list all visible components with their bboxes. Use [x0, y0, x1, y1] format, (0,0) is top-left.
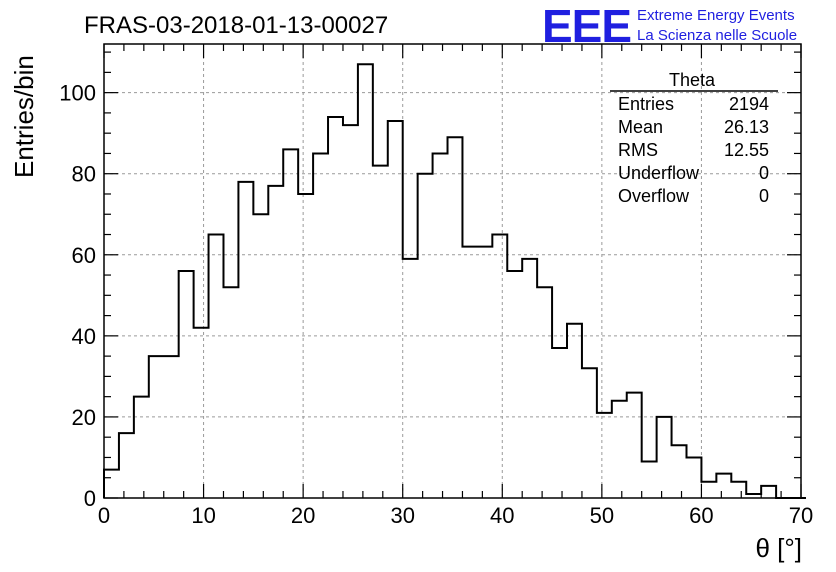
x-tick-label: 30	[390, 503, 414, 528]
axis-ticks	[103, 44, 802, 499]
x-tick-label: 70	[789, 503, 813, 528]
histogram-series	[103, 63, 806, 499]
x-tick-label: 0	[98, 503, 110, 528]
x-tick-label: 60	[689, 503, 713, 528]
histogram-bin	[104, 470, 119, 498]
histogram-bin	[672, 445, 687, 498]
stats-value: 0	[759, 186, 769, 206]
histogram-bin	[209, 235, 224, 498]
histogram-outline	[103, 63, 806, 499]
histogram-bin	[522, 259, 537, 498]
histogram-bin	[253, 214, 268, 498]
histogram-bin	[388, 121, 403, 498]
x-tick-label: 20	[291, 503, 315, 528]
histogram-bin	[686, 457, 701, 498]
stats-value: 0	[759, 163, 769, 183]
histogram-bin	[179, 271, 194, 498]
histogram-bin	[194, 328, 209, 498]
histogram-bin	[462, 247, 477, 498]
y-tick-label: 20	[72, 405, 96, 430]
histogram-bin	[298, 194, 313, 498]
histogram-bin	[149, 356, 164, 498]
histogram-bin	[552, 348, 567, 498]
histogram-bin	[119, 433, 134, 498]
y-tick-label: 40	[72, 324, 96, 349]
histogram-bin	[403, 259, 418, 498]
histogram-bin	[567, 324, 582, 498]
y-axis-label: Entries/bin	[9, 55, 39, 178]
stats-label: Overflow	[618, 186, 690, 206]
histogram-bin	[358, 64, 373, 498]
stats-rows: Entries 2194 Mean 26.13 RMS 12.55 Underflow 0 Ov…	[618, 94, 769, 206]
histogram-bin	[134, 397, 149, 498]
histogram-bin	[731, 482, 746, 498]
histogram-bin	[328, 117, 343, 498]
histogram-bin	[477, 247, 492, 498]
histogram-bin	[373, 166, 388, 498]
x-tick-labels: 0 10 20 30 40 50 60 70	[98, 503, 813, 528]
stats-label: Mean	[618, 117, 663, 137]
histogram-bin	[716, 474, 731, 498]
stats-label: RMS	[618, 140, 658, 160]
histogram-bin	[597, 413, 612, 498]
histogram-bin	[642, 462, 657, 498]
histogram-bin	[761, 486, 776, 498]
x-axis-label: θ [°]	[755, 533, 802, 563]
x-tick-label: 40	[490, 503, 514, 528]
histogram-bin	[507, 271, 522, 498]
histogram-bin	[537, 287, 552, 498]
stats-value: 12.55	[724, 140, 769, 160]
y-tick-label: 100	[59, 81, 96, 106]
grid-lines	[104, 44, 801, 498]
logo-line-1: Extreme Energy Events	[637, 7, 795, 24]
histogram-bin	[283, 149, 298, 498]
histogram-bin	[433, 153, 448, 498]
histogram-bin	[701, 482, 716, 498]
stats-value: 2194	[729, 94, 769, 114]
stats-title: Theta	[669, 70, 716, 90]
histogram-bin	[657, 417, 672, 498]
histogram-bin	[223, 287, 238, 498]
y-tick-labels: 0 20 40 60 80 100	[59, 81, 96, 511]
plot-frame	[103, 43, 802, 499]
histogram-bin	[268, 186, 283, 498]
y-tick-label: 0	[84, 486, 96, 511]
x-tick-label: 10	[191, 503, 215, 528]
histogram-bin	[313, 153, 328, 498]
eee-logo: EEE Extreme Energy Events La Scienza nel…	[542, 0, 797, 52]
histogram-bin	[582, 368, 597, 498]
y-tick-label: 60	[72, 243, 96, 268]
histogram-bin	[448, 137, 463, 498]
logo-line-2: La Scienza nelle Scuole	[637, 27, 797, 44]
stats-label: Underflow	[618, 163, 700, 183]
x-tick-label: 50	[590, 503, 614, 528]
chart-title: FRAS-03-2018-01-13-00027	[84, 12, 388, 39]
histogram-bin	[627, 393, 642, 498]
histogram-bin	[238, 182, 253, 498]
stats-label: Entries	[618, 94, 674, 114]
histogram-bin	[343, 125, 358, 498]
histogram-bin	[492, 235, 507, 498]
histogram-bin	[164, 356, 179, 498]
stats-box: Theta Entries 2194 Mean 26.13 RMS 12.55 Underf…	[610, 70, 778, 206]
y-tick-label: 80	[72, 162, 96, 187]
stats-value: 26.13	[724, 117, 769, 137]
histogram-bin	[418, 174, 433, 498]
histogram-bin	[612, 401, 627, 498]
